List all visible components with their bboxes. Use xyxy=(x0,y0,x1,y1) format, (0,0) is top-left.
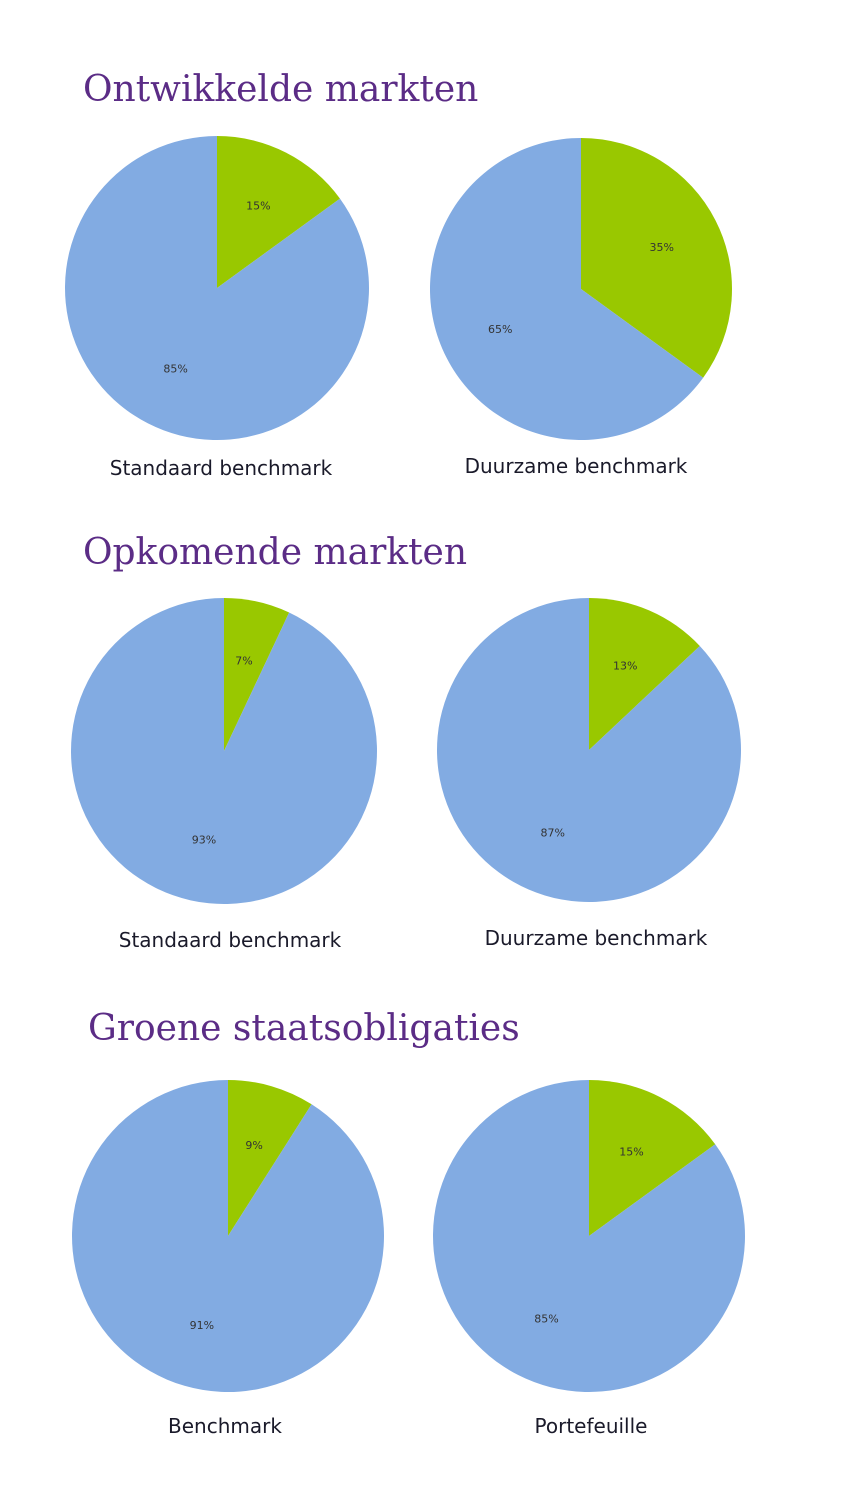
sustainable-pct-label: 13% xyxy=(613,659,637,672)
sustainable-pct-label: 15% xyxy=(246,200,270,213)
remaining-slice xyxy=(437,598,741,902)
section-title-emerging-markets: Opkomende markten xyxy=(83,532,468,573)
caption-green-portfolio: Portefeuille xyxy=(534,1414,648,1438)
remaining-pct-label: 85% xyxy=(163,362,187,375)
sustainable-pct-label: 9% xyxy=(245,1139,262,1152)
sustainable-pct-label: 7% xyxy=(235,654,252,667)
section-title-developed-markets: Ontwikkelde markten xyxy=(83,69,479,110)
sustainable-pct-label: 35% xyxy=(649,241,673,254)
remaining-slice xyxy=(433,1080,745,1392)
pie-chart-developed-sustainable: 35% 65% xyxy=(429,138,732,440)
pie-chart-emerging-standard: 7% 93% xyxy=(70,598,377,904)
remaining-slice xyxy=(429,138,704,440)
remaining-pct-label: 93% xyxy=(192,834,216,847)
remaining-pct-label: 91% xyxy=(190,1319,214,1332)
pie-chart-green-benchmark: 9% 91% xyxy=(71,1080,385,1392)
sustainable-slice xyxy=(228,1080,312,1236)
sustainable-slice xyxy=(224,598,290,751)
sustainable-pct-label: 15% xyxy=(619,1146,643,1159)
remaining-slice xyxy=(70,598,377,904)
sustainable-slice xyxy=(589,598,700,750)
caption-green-benchmark: Benchmark xyxy=(168,1414,282,1438)
pie-chart-green-portfolio: 15% 85% xyxy=(433,1080,745,1392)
pie-chart-emerging-sustainable: 13% 87% xyxy=(437,598,741,902)
sustainable-slice xyxy=(581,138,732,378)
remaining-pct-label: 65% xyxy=(488,323,512,336)
remaining-slice xyxy=(71,1080,385,1392)
caption-developed-standard: Standaard benchmark xyxy=(109,456,333,480)
section-title-green-bonds: Groene staatsobligaties xyxy=(88,1008,520,1049)
caption-emerging-standard: Standaard benchmark xyxy=(118,928,342,952)
sustainable-slice xyxy=(217,136,340,288)
caption-emerging-sustainable: Duurzame benchmark xyxy=(484,926,708,950)
pie-chart-developed-standard: 15% 85% xyxy=(64,136,370,440)
remaining-slice xyxy=(64,136,370,440)
sustainable-slice xyxy=(589,1080,716,1236)
remaining-pct-label: 85% xyxy=(534,1312,558,1325)
remaining-pct-label: 87% xyxy=(541,827,565,840)
caption-developed-sustainable: Duurzame benchmark xyxy=(464,454,688,478)
